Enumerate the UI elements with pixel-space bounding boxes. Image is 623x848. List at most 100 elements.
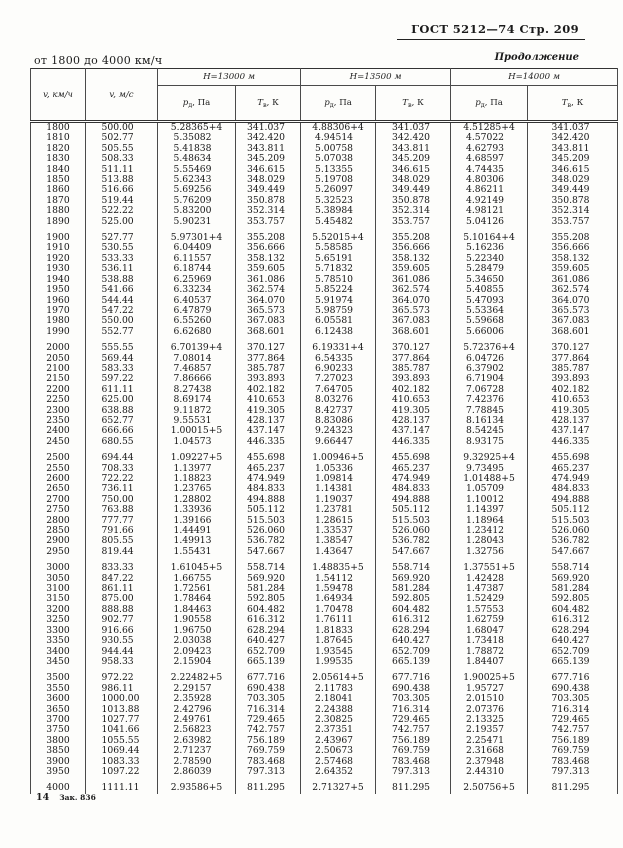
- table-cell: 2950: [30, 546, 86, 558]
- table-cell: 3850: [30, 745, 86, 757]
- table-header: v, км/ч v, м/с H=13000 м H=13500 м H=140…: [30, 68, 619, 122]
- table-cell: 5.28479: [450, 263, 528, 275]
- table-cell: 616.312: [527, 614, 619, 626]
- table-cell: 505.112: [375, 504, 451, 516]
- table-cell: 552.77: [85, 326, 158, 338]
- table-cell: 2300: [30, 405, 86, 416]
- table-cell: 2800: [30, 515, 86, 527]
- table-cell: 2500: [30, 452, 86, 464]
- table-cell: 4.57022: [450, 132, 528, 144]
- table-row: 2950 819.44 1.55431 547.667 1.43647 547.667 1.…: [30, 546, 619, 558]
- table-cell: 5.66006: [450, 326, 528, 338]
- table-cell: 4.92149: [450, 195, 528, 207]
- table-cell: 5.22340: [450, 253, 528, 265]
- table-cell: 410.653: [375, 394, 451, 406]
- table-cell: 791.66: [85, 525, 158, 537]
- table-cell: 1.28802: [157, 494, 236, 506]
- table-cell: 2100: [30, 363, 86, 375]
- table-cell: 377.864: [375, 353, 451, 364]
- table-row: 3200 888.88 1.84463 604.482 1.70478 604.482 1.…: [30, 604, 619, 616]
- table-cell: 3100: [30, 583, 86, 595]
- table-cell: 1.00946+5: [300, 452, 376, 464]
- table-cell: 4.86211: [450, 185, 528, 196]
- table-cell: 345.209: [527, 153, 619, 165]
- table-cell: 2.30825: [300, 714, 376, 726]
- table-cell: 1.93545: [300, 646, 376, 657]
- table-cell: 5.76209: [157, 195, 236, 207]
- group-gap-row: [30, 777, 619, 784]
- table-cell: 8.83086: [300, 415, 376, 427]
- col-header-pressure-3: pд, Па: [450, 85, 528, 122]
- table-cell: 756.189: [234, 735, 301, 747]
- table-row: 1950 541.66 6.33234 362.574 5.85224 362.574 5.…: [30, 284, 619, 296]
- table-cell: 547.667: [527, 546, 619, 558]
- table-cell: 410.653: [527, 394, 619, 406]
- table-cell: 703.305: [234, 693, 301, 705]
- table-cell: 533.33: [85, 253, 158, 265]
- table-cell: 2900: [30, 536, 86, 547]
- table-cell: 370.127: [234, 342, 301, 354]
- table-cell: 729.465: [527, 714, 619, 726]
- table-cell: 1860: [30, 185, 86, 196]
- continuation-label: Продолжение: [494, 52, 579, 63]
- table-cell: 352.314: [234, 205, 301, 217]
- table-cell: 3000: [30, 562, 86, 574]
- table-cell: 1930: [30, 263, 86, 275]
- table-cell: 1.61045+5: [157, 562, 236, 574]
- table-cell: 547.22: [85, 305, 158, 317]
- table-cell: 455.698: [375, 452, 451, 464]
- table-cell: 362.574: [234, 284, 301, 296]
- table-cell: 9.55531: [157, 415, 236, 427]
- table-cell: 541.66: [85, 284, 158, 296]
- table-cell: 716.314: [375, 704, 451, 715]
- table-cell: 550.00: [85, 315, 158, 327]
- table-cell: 5.04126: [450, 216, 528, 228]
- table-cell: 536.782: [527, 536, 619, 547]
- table-row: 3100 861.11 1.72561 581.284 1.59478 581.284 1.…: [30, 583, 619, 595]
- table-cell: 356.666: [375, 243, 451, 254]
- table-cell: 526.060: [375, 525, 451, 537]
- table-row: 1880 522.22 5.83200 352.314 5.38984 352.314 4.…: [30, 205, 619, 217]
- table-cell: 508.33: [85, 153, 158, 165]
- table-cell: 690.438: [527, 683, 619, 695]
- table-cell: 522.22: [85, 205, 158, 217]
- table-cell: 516.66: [85, 185, 158, 196]
- table-cell: 811.295: [234, 782, 301, 794]
- table-cell: 345.209: [375, 153, 451, 165]
- table-cell: 742.757: [234, 724, 301, 736]
- table-cell: 1980: [30, 315, 86, 327]
- table-cell: 916.66: [85, 625, 158, 637]
- table-cell: 847.22: [85, 573, 158, 585]
- table-cell: 1.78872: [450, 646, 528, 657]
- table-cell: 536.782: [375, 536, 451, 547]
- table-cell: 402.182: [234, 384, 301, 396]
- table-cell: 6.55260: [157, 315, 236, 327]
- page-footer: 14 Зак. 836: [36, 792, 96, 803]
- group-gap-row: [30, 557, 619, 564]
- table-cell: 2.07376: [450, 704, 528, 715]
- table-cell: 341.037: [375, 121, 451, 134]
- col-header-v-kmh: v, км/ч: [30, 68, 86, 122]
- table-cell: 484.833: [234, 483, 301, 495]
- table-cell: 349.449: [234, 185, 301, 196]
- table-cell: 604.482: [527, 604, 619, 616]
- table-cell: 6.11557: [157, 253, 236, 265]
- table-cell: 558.714: [234, 562, 301, 574]
- table-row: 2100 583.33 7.46857 385.787 6.90233 385.787 6.…: [30, 363, 619, 375]
- table-cell: 1.87645: [300, 635, 376, 647]
- table-cell: 352.314: [527, 205, 619, 217]
- table-cell: 6.18744: [157, 263, 236, 275]
- table-row: 1860 516.66 5.69256 349.449 5.26097 349.449 4.…: [30, 185, 619, 196]
- table-cell: 1.76111: [300, 614, 376, 626]
- table-cell: 359.605: [375, 263, 451, 275]
- table-cell: 505.55: [85, 143, 158, 155]
- table-cell: 665.139: [234, 656, 301, 668]
- table-row: 3300 916.66 1.96750 628.294 1.81833 628.294 1.…: [30, 625, 619, 637]
- table-cell: 2.50756+5: [450, 782, 528, 794]
- table-cell: 628.294: [375, 625, 451, 637]
- table-cell: 4.74435: [450, 164, 528, 176]
- table-cell: 783.468: [527, 756, 619, 767]
- table-cell: 581.284: [527, 583, 619, 595]
- table-cell: 1.59478: [300, 583, 376, 595]
- table-cell: 569.44: [85, 353, 158, 364]
